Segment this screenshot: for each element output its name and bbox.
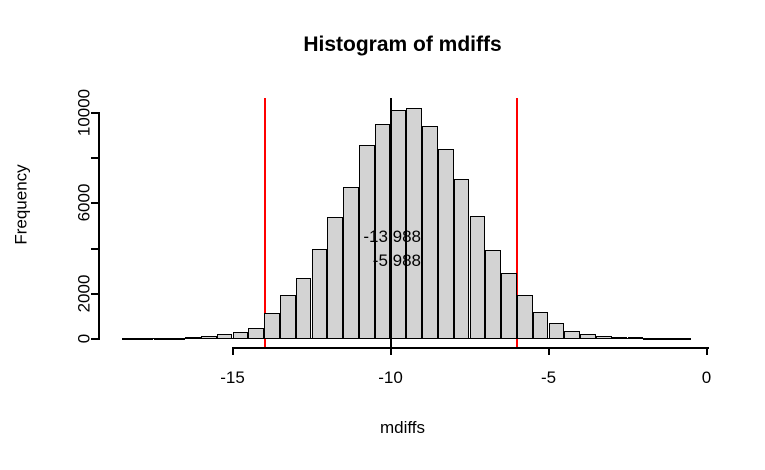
histogram-bar [264, 313, 280, 339]
histogram-bar [453, 179, 470, 339]
x-tick-label: -15 [220, 368, 245, 387]
y-axis-tick [91, 292, 98, 295]
histogram-bar [516, 295, 533, 339]
y-tick-label: 0 [74, 333, 94, 344]
histogram-bar [295, 278, 312, 339]
histogram-bar [548, 323, 565, 339]
histogram-bar [469, 216, 486, 339]
y-axis-tick [91, 157, 98, 160]
y-axis-tick [91, 247, 98, 250]
x-tick-label: -10 [378, 368, 403, 387]
x-axis-tick [705, 347, 708, 355]
x-axis-tick [389, 347, 392, 355]
y-tick-label: 10000 [74, 88, 94, 137]
y-tick-label: 6000 [74, 183, 94, 222]
x-axis-label: mdiffs [379, 418, 426, 437]
histogram-baseline [121, 338, 691, 339]
y-axis-line [98, 112, 100, 340]
histogram-bar [532, 312, 549, 339]
ci-lower-annotation: -13.988 [363, 227, 421, 246]
histogram-bar [406, 107, 423, 339]
histogram-bar [422, 126, 438, 339]
histogram-bar [485, 250, 502, 339]
x-axis-tick [231, 347, 234, 355]
y-axis-tick [91, 202, 98, 205]
x-tick-label: -5 [540, 368, 557, 387]
x-tick-label: 0 [701, 368, 712, 387]
y-axis-tick [91, 338, 98, 340]
histogram-bar [437, 149, 454, 339]
ci-lower-line [263, 98, 266, 347]
x-axis-tick [547, 347, 550, 355]
ci-upper-annotation: -5.988 [372, 251, 421, 270]
ci-upper-line [516, 98, 519, 347]
y-axis-tick [91, 112, 98, 114]
y-axis-label: Frequency [11, 164, 31, 245]
histogram-bar [279, 295, 296, 339]
histogram-bar [390, 110, 407, 339]
plot-title: Histogram of mdiffs [303, 33, 502, 56]
x-axis-line [232, 347, 709, 349]
histogram-bar [501, 273, 517, 339]
